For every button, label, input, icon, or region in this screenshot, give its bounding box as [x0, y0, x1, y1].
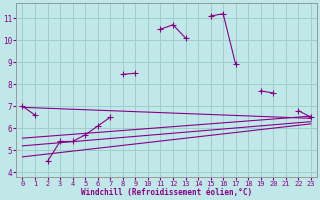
X-axis label: Windchill (Refroidissement éolien,°C): Windchill (Refroidissement éolien,°C) — [81, 188, 252, 197]
